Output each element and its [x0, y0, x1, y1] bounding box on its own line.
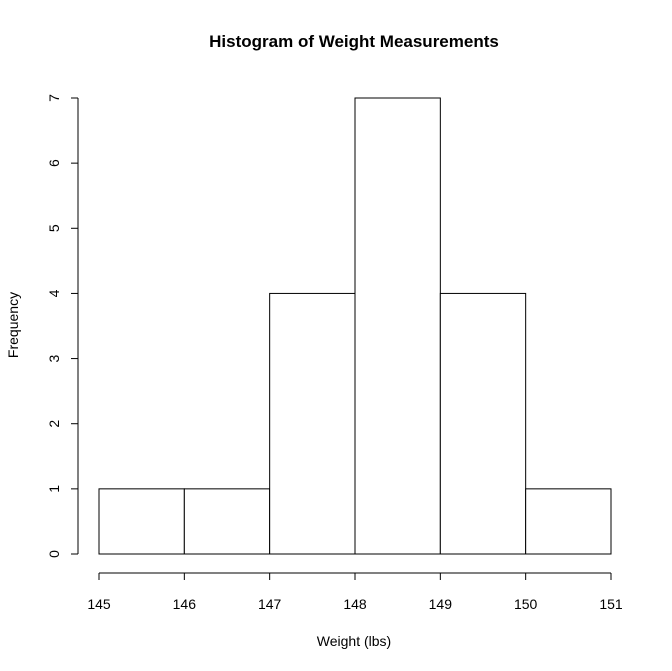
x-tick-label: 148: [343, 596, 367, 612]
y-axis: 0 1 2 3 4 5 6 7: [46, 94, 79, 558]
y-tick-label: 7: [46, 94, 62, 102]
x-tick-label: 145: [87, 596, 111, 612]
histogram-bar-146-147: [183, 488, 271, 555]
histogram-bar-150-151: [525, 488, 612, 555]
x-tick-label: 149: [429, 596, 453, 612]
y-tick-label: 2: [46, 420, 62, 428]
histogram-bar-145-146: [98, 488, 185, 555]
histogram-bar-147-148: [269, 292, 356, 555]
y-tick-label: 0: [46, 550, 62, 558]
x-tick-label: 151: [599, 596, 623, 612]
histogram-bar-148-149: [354, 97, 441, 555]
x-tick-label: 147: [258, 596, 282, 612]
x-axis-label: Weight (lbs): [317, 633, 391, 649]
y-tick-label: 3: [46, 354, 62, 362]
bars-group: [98, 97, 612, 555]
x-axis: 145 146 147 148 149 150 151: [87, 572, 623, 612]
y-tick-label: 1: [46, 485, 62, 493]
y-tick-label: 5: [46, 224, 62, 232]
y-tick-label: 4: [46, 289, 62, 297]
x-tick-label: 150: [514, 596, 538, 612]
y-axis-label: Frequency: [5, 292, 21, 358]
x-tick-label: 146: [173, 596, 197, 612]
y-tick-label: 6: [46, 159, 62, 167]
histogram-bar-149-150: [439, 292, 527, 555]
chart-title: Histogram of Weight Measurements: [209, 32, 499, 51]
